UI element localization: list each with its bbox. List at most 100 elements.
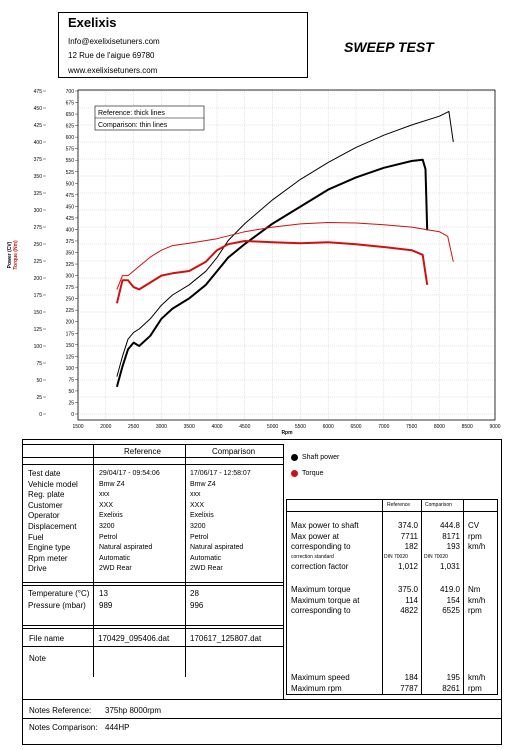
torque-tick-label: 500 [66,181,75,187]
result-label: corresponding to [291,606,351,615]
file-ref: 170429_095406.dat [98,634,170,643]
result-unit: rpm [468,683,482,693]
chart-series [115,110,454,388]
x-tick-label: 3000 [156,424,167,430]
torque-tick-label: 275 [66,285,75,291]
results-col-line-3 [463,499,464,695]
x-tick-label: 2500 [128,424,139,430]
param-reference-value: Petrol [99,533,118,541]
torque-tick-label: 75 [68,377,74,383]
torque-tick-label: 250 [66,297,75,303]
legend-reference-thick: Reference: thick lines [98,110,165,117]
result-unit: CV [468,521,480,530]
torque-tick-label: 675 [66,101,75,107]
env-comparison-value: 28 [190,589,199,598]
params-divider-2 [185,444,186,677]
power-tick-label: 275 [34,225,43,231]
torque-tick-label: 175 [66,331,75,337]
result-reference: 375.0 [397,585,418,594]
page-title: SWEEP TEST [344,39,434,55]
power-tick-label: 125 [34,327,43,333]
result-label: Max power to shaft [291,521,359,530]
file-row [22,628,283,647]
torque-tick-label: 525 [66,170,75,176]
power-axis-label: Power (CV) [7,241,13,268]
power-axis: 0 25 50 75 100 125 150 175 200 225 250 275 300 325 350… [34,89,46,418]
torque-tick-label: 650 [66,112,75,118]
x-tick-label: 7500 [406,424,417,430]
torque-tick-label: 25 [68,400,74,406]
results-col-comparison: Comparison [425,502,452,508]
param-comparison-value: XXX [190,501,205,509]
company-email: Info@exelixisetuners.com [68,37,160,46]
power-tick-label: 325 [34,191,43,197]
x-tick-label: 5000 [267,424,278,430]
power-tick-label: 175 [34,293,43,299]
x-tick-label: 8000 [434,424,445,430]
torque-tick-label: 200 [66,320,75,326]
series-line-3 [116,222,454,290]
torque-legend-label: Torque [302,470,324,477]
power-tick-label: 225 [34,259,43,265]
series-line-2 [115,240,429,304]
legend-comparison-thin: Comparison: thin lines [98,122,168,129]
params-col-comparison: Comparison [212,447,256,456]
result-comparison: 444.8 [439,521,460,530]
lower-frame [22,439,502,745]
param-reference-value: 2WD Rear [99,565,132,573]
x-tick-label: 1500 [72,424,83,430]
result-unit: rpm [468,531,482,541]
result-comparison: 6525 [442,606,460,615]
torque-tick-label: 575 [66,147,75,153]
power-tick-label: 250 [34,242,43,248]
result-comparison: 195 [446,673,460,682]
results-col-line-2 [421,499,422,695]
power-tick-label: 200 [34,276,43,282]
correction-standard-comparison: DIN 70020 [424,554,448,560]
param-label: Customer [28,500,63,510]
param-reference-value: 3200 [99,523,115,530]
result-reference: 4822 [400,606,418,615]
param-comparison-value: Natural aspirated [190,544,244,552]
power-tick-label: 400 [34,140,43,146]
rpm-axis-label: Rpm [281,430,293,436]
result-reference: 7787 [400,683,418,693]
result-label: Max power at [291,531,340,541]
result-unit: Nm [468,585,481,594]
torque-tick-label: 475 [66,193,75,199]
result-unit: rpm [468,606,482,615]
sweep-test-chart: 0255075100125150175200225250275300325350… [7,89,501,436]
param-label: Vehicle model [28,479,78,489]
result-comparison: 8171 [442,531,460,541]
param-reference-value: xxx [99,491,110,499]
torque-tick-label: 400 [66,227,75,233]
result-unit: km/h [468,595,486,605]
torque-tick-label: 700 [66,89,75,95]
correction-factor-comparison: 1,031 [439,562,460,571]
x-tick-label: 9000 [489,424,500,430]
param-reference-value: XXX [99,501,114,509]
file-label: File name [29,634,65,643]
power-tick-label: 450 [34,106,43,112]
power-tick-label: 25 [36,395,42,401]
power-tick-label: 375 [34,157,43,163]
param-comparison-value: Exelixis [190,512,214,520]
result-label: Maximum torque at [291,595,360,605]
param-label: Operator [28,511,60,521]
shaft-power-legend-dot [291,454,298,461]
results-table [286,499,498,695]
power-tick-label: 0 [39,412,42,418]
notes-divider [22,718,502,719]
power-tick-label: 100 [34,344,43,350]
power-tick-label: 75 [36,361,42,367]
torque-legend-dot [291,470,298,477]
result-reference: 7711 [400,531,418,541]
x-tick-label: 4000 [211,424,222,430]
param-reference-value: Automatic [99,554,131,562]
result-reference: 374.0 [397,521,418,530]
torque-tick-label: 450 [66,204,75,210]
torque-tick-label: 100 [66,366,75,372]
legend-box: Reference: thick lines Comparison: thin … [94,105,205,131]
result-reference: 114 [405,595,418,605]
correction-standard-reference: DIN 70020 [384,554,408,560]
